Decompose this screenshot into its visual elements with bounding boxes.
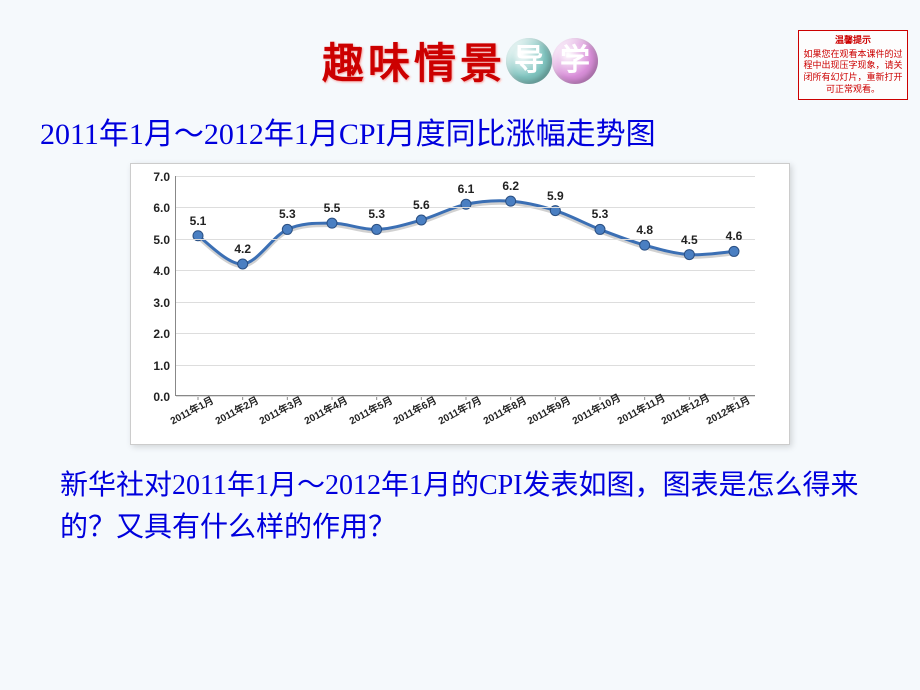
header-banner: 趣味情景导学 <box>0 0 920 91</box>
x-tick-label: 2011年9月 <box>524 392 573 427</box>
x-tick-label: 2011年5月 <box>346 392 395 427</box>
data-value-label: 5.5 <box>324 201 341 215</box>
data-value-label: 5.9 <box>547 189 564 203</box>
y-tick-label: 5.0 <box>153 233 170 247</box>
data-value-label: 4.6 <box>726 229 743 243</box>
gridline: 1.0 <box>176 365 755 366</box>
data-value-label: 4.5 <box>681 233 698 247</box>
data-marker <box>684 250 694 260</box>
banner-left-text: 趣味情景 <box>322 30 506 91</box>
plot-region: 0.01.02.03.04.05.06.07.05.14.25.35.55.35… <box>175 176 755 396</box>
data-marker <box>640 240 650 250</box>
banner-circle-2: 学 <box>552 38 598 84</box>
data-marker <box>729 246 739 256</box>
data-marker <box>282 224 292 234</box>
y-tick-label: 0.0 <box>153 390 170 404</box>
line-chart-svg <box>176 176 755 395</box>
data-value-label: 6.1 <box>458 182 475 196</box>
tip-box: 温馨提示 如果您在观看本课件的过程中出现压字现象，请关闭所有幻灯片，重新打开可正… <box>798 30 908 100</box>
data-marker <box>416 215 426 225</box>
gridline: 6.0 <box>176 207 755 208</box>
data-value-label: 5.3 <box>592 207 609 221</box>
x-tick-label: 2011年7月 <box>435 392 484 427</box>
chart-area: 0.0 1.0 2.0 3.0 4.0 5.0 6.0 7.0 5.1 4.2 5.3 5.5 5.3 5… <box>145 176 775 436</box>
gridline: 2.0 <box>176 333 755 334</box>
data-value-label: 4.8 <box>636 223 653 237</box>
data-marker <box>595 224 605 234</box>
x-tick-label: 2011年2月 <box>212 392 261 427</box>
y-tick-label: 7.0 <box>153 170 170 184</box>
data-marker <box>327 218 337 228</box>
gridline: 4.0 <box>176 270 755 271</box>
data-value-label: 4.2 <box>234 242 251 256</box>
y-tick-label: 2.0 <box>153 327 170 341</box>
data-marker <box>238 259 248 269</box>
chart-container: 0.0 1.0 2.0 3.0 4.0 5.0 6.0 7.0 5.1 4.2 5.3 5.5 5.3 5… <box>130 163 790 445</box>
banner-circle-1: 导 <box>506 38 552 84</box>
data-value-label: 6.2 <box>502 179 519 193</box>
data-marker <box>506 196 516 206</box>
y-tick-label: 4.0 <box>153 264 170 278</box>
x-axis-labels: 2011年1月2011年2月2011年3月2011年4月2011年5月2011年… <box>175 400 755 440</box>
data-value-label: 5.3 <box>279 207 296 221</box>
bottom-commentary: 新华社对2011年1月～2012年1月的CPI发表如图，图表是怎么得来的？又具有… <box>60 465 860 549</box>
circle-1-char: 导 <box>514 44 544 77</box>
gridline: 5.0 <box>176 239 755 240</box>
gridline: 3.0 <box>176 302 755 303</box>
y-tick-label: 6.0 <box>153 201 170 215</box>
x-tick-label: 2011年3月 <box>256 392 305 427</box>
tip-title: 温馨提示 <box>803 35 903 47</box>
circle-2-char: 学 <box>560 44 590 77</box>
tip-body: 如果您在观看本课件的过程中出现压字现象，请关闭所有幻灯片，重新打开可正常观看。 <box>803 49 903 96</box>
data-value-label: 5.6 <box>413 198 430 212</box>
data-value-label: 5.3 <box>368 207 385 221</box>
x-tick-label: 2011年4月 <box>301 392 350 427</box>
x-tick-label: 2011年6月 <box>390 392 439 427</box>
gridline: 7.0 <box>176 176 755 177</box>
y-tick-label: 3.0 <box>153 296 170 310</box>
x-tick-label: 2011年1月 <box>167 392 216 427</box>
chart-subtitle: 2011年1月～2012年1月CPI月度同比涨幅走势图 <box>40 109 920 153</box>
x-tick-label: 2011年8月 <box>480 392 529 427</box>
data-value-label: 5.1 <box>190 214 207 228</box>
y-tick-label: 1.0 <box>153 359 170 373</box>
data-marker <box>372 224 382 234</box>
